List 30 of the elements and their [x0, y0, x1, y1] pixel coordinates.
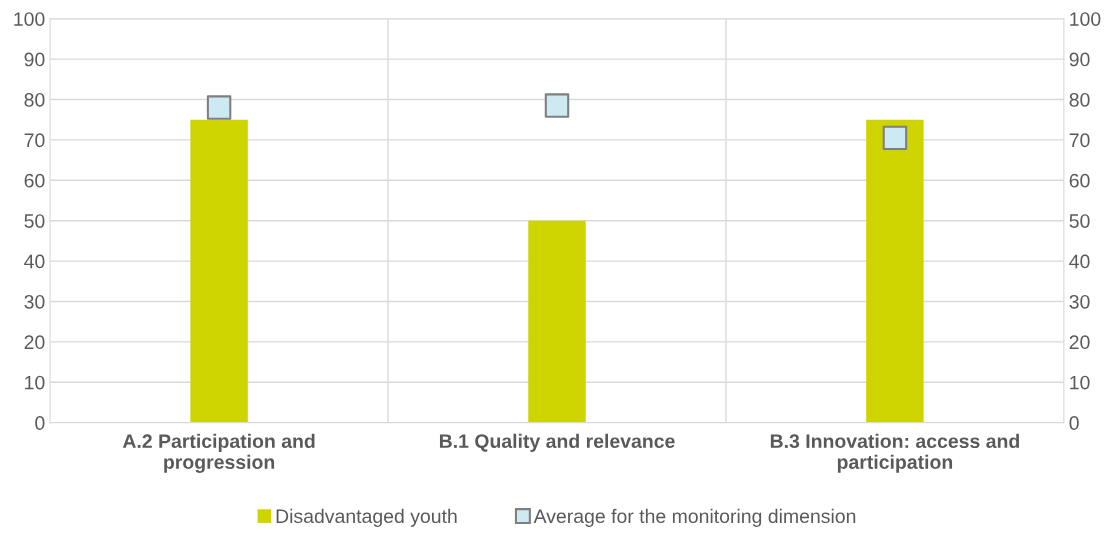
x-tick-label: B.3 Innovation: access and participation: [770, 433, 1019, 473]
legend-label: Average for the monitoring dimension: [533, 508, 856, 527]
y2-tick-label: 80: [1069, 92, 1090, 107]
y-tick-label: 90: [24, 52, 45, 67]
y-tick-label: 70: [24, 133, 45, 148]
y-tick-label: 10: [25, 375, 45, 390]
y2-tick-label: 60: [1069, 173, 1090, 188]
y2-tick-label: 20: [1069, 335, 1090, 350]
y-tick-label: 40: [24, 254, 45, 269]
x-tick-label: B.1 Quality and relevance: [439, 433, 675, 452]
point: [882, 125, 908, 151]
y-tick-label: 60: [24, 173, 45, 188]
y-tick-label: 30: [24, 294, 45, 309]
y2-tick-label: 10: [1070, 375, 1090, 390]
point: [206, 95, 232, 120]
y-tick-label: 0: [35, 416, 45, 430]
y2-tick-label: 30: [1069, 294, 1090, 309]
y-tick-label: 50: [24, 214, 45, 228]
y2-tick-label: 40: [1069, 254, 1090, 269]
y-tick-label: 100: [14, 12, 45, 26]
y2-tick-label: 90: [1069, 52, 1090, 67]
y2-tick-label: 100: [1070, 12, 1101, 26]
y2-tick-label: 70: [1069, 133, 1090, 148]
x-tick-label: A.2 Participation and progression: [122, 433, 315, 473]
y2-tick-label: 0: [1069, 416, 1079, 430]
y-tick-label: 20: [24, 335, 45, 350]
y-tick-label: 80: [24, 92, 45, 107]
legend-label: Disadvantaged youth: [276, 508, 457, 527]
y2-tick-label: 50: [1069, 214, 1090, 228]
point: [544, 93, 570, 118]
